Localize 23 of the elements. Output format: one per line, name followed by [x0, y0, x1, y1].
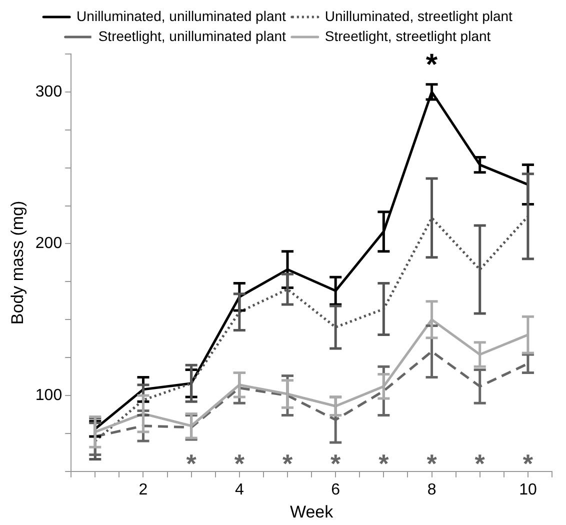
- x-tick-label: 8: [427, 481, 436, 498]
- y-tick-label: 300: [35, 83, 62, 100]
- annotation: *: [234, 448, 246, 479]
- legend-label: Unilluminated, streetlight plant: [324, 8, 513, 24]
- x-tick-label: 4: [234, 481, 244, 498]
- annotation: *: [186, 448, 198, 479]
- legend-label: Streetlight, streetlight plant: [324, 28, 491, 44]
- x-tick-label: 2: [138, 481, 148, 498]
- annotation: *: [426, 448, 438, 479]
- annotation: *: [378, 448, 390, 479]
- annotation: *: [522, 448, 534, 479]
- annotation: *: [282, 448, 294, 479]
- y-tick-label: 200: [35, 235, 62, 252]
- x-tick-label: 10: [519, 481, 537, 498]
- x-tick-label: 6: [331, 481, 340, 498]
- legend-label: Unilluminated, unilluminated plant: [76, 8, 286, 24]
- legend-label: Streetlight, unilluminated plant: [98, 28, 286, 44]
- y-tick-label: 100: [35, 386, 62, 404]
- x-axis-title: Week: [290, 502, 334, 522]
- annotation: *: [474, 448, 486, 479]
- y-axis-title: Body mass (mg): [8, 200, 27, 325]
- annotation: *: [330, 448, 342, 479]
- annotation: *: [426, 48, 438, 82]
